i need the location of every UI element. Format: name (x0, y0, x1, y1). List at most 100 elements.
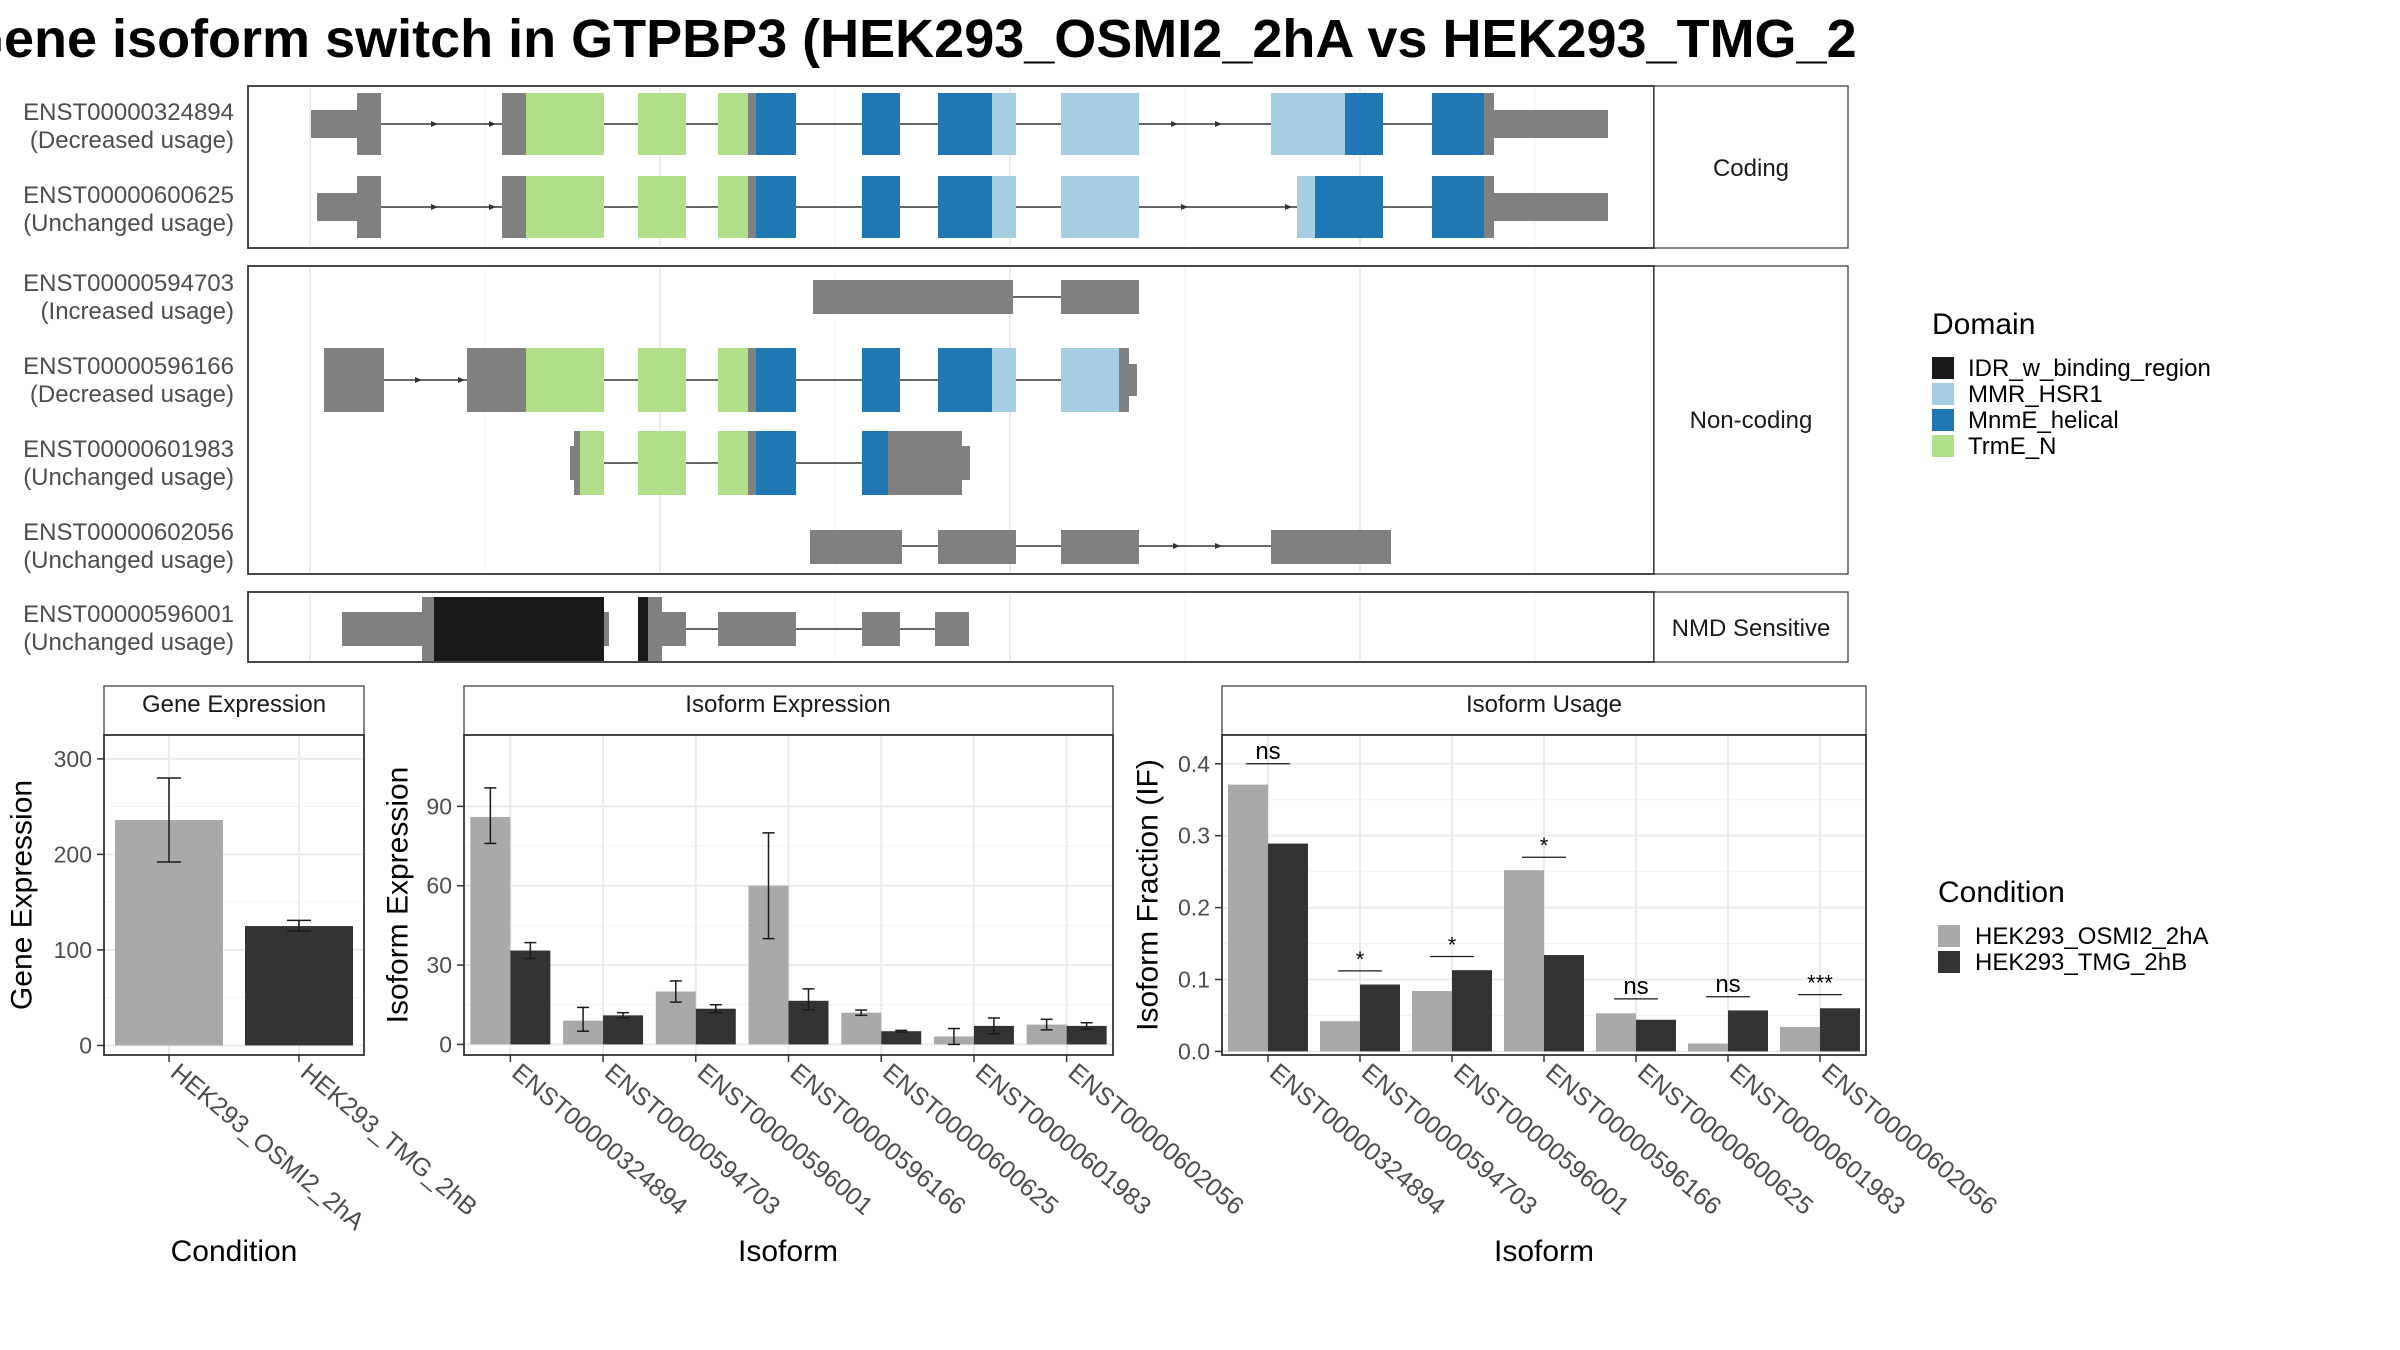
transcript-track-ENST00000596166 (324, 348, 1137, 412)
transcript-id-label: ENST00000596166 (23, 353, 234, 380)
transcript-track-ENST00000324894 (311, 93, 1608, 155)
x-tick-label: ENST00000602056 (1063, 1058, 1249, 1221)
bar (1360, 984, 1400, 1052)
significance-label: * (1356, 947, 1365, 972)
legend-label: MnmE_helical (1968, 407, 2119, 434)
bar (1412, 991, 1452, 1052)
usage-label: (Increased usage) (41, 298, 234, 325)
legend-key-TrmE_N (1932, 435, 1954, 457)
panel-strip (463, 685, 1114, 736)
y-axis-title: Isoform Fraction (IF) (1132, 759, 1165, 1031)
strip-coding (1653, 85, 1849, 249)
title-clip (1860, 0, 2400, 80)
panel-title: Gene Expression (142, 691, 326, 718)
x-tick-label: ENST00000324894 (507, 1058, 693, 1221)
bar (881, 1031, 922, 1045)
y-tick-label: 60 (426, 873, 452, 899)
y-axis-title: Gene Expression (6, 780, 39, 1010)
y-tick-label: 0 (439, 1031, 452, 1057)
bar (1544, 955, 1584, 1052)
strip-noncoding (1653, 265, 1849, 575)
legend-label: HEK293_TMG_2hB (1975, 949, 2187, 976)
transcript-track-ENST00000601983 (570, 431, 970, 495)
x-tick-label: ENST00000601983 (970, 1058, 1156, 1221)
y-axis-title: Isoform Expression (382, 767, 415, 1024)
plot-title: Gene isoform switch in GTPBP3 (HEK293_OS… (0, 9, 1947, 69)
bar (1728, 1010, 1768, 1052)
bar (1026, 1024, 1067, 1045)
bar (1268, 843, 1308, 1052)
transcript-id-label: ENST00000324894 (23, 99, 234, 126)
significance-label: *** (1807, 971, 1833, 996)
bar (1596, 1013, 1636, 1052)
usage-label: (Unchanged usage) (23, 210, 234, 237)
y-tick-label: 100 (54, 937, 92, 963)
significance-label: * (1540, 833, 1549, 858)
x-tick-label: ENST00000596166 (1540, 1058, 1726, 1221)
legend-key-cond-a (1938, 925, 1960, 947)
x-tick-label: ENST00000596001 (1448, 1058, 1634, 1221)
legend-key-IDR_w_binding_region (1932, 357, 1954, 379)
transcript-id-label: ENST00000602056 (23, 519, 234, 546)
usage-label: (Unchanged usage) (23, 629, 234, 656)
legend-label: IDR_w_binding_region (1968, 355, 2211, 382)
bar (245, 926, 353, 1046)
legend-label: MMR_HSR1 (1968, 381, 2103, 408)
x-tick-label: ENST00000324894 (1264, 1058, 1450, 1221)
legend-key-MMR_HSR1 (1932, 383, 1954, 405)
y-tick-label: 0.3 (1178, 823, 1210, 849)
legend-key-MnmE_helical (1932, 409, 1954, 431)
transcript-track-ENST00000600625 (317, 176, 1608, 238)
usage-label: (Unchanged usage) (23, 464, 234, 491)
panel-strip (103, 685, 365, 736)
significance-label: * (1448, 932, 1457, 957)
bar (1504, 870, 1544, 1052)
bar (973, 1025, 1014, 1045)
x-axis-title: Condition (171, 1235, 298, 1268)
y-tick-label: 0.2 (1178, 895, 1210, 921)
x-tick-label: ENST00000600625 (1632, 1058, 1818, 1221)
bar (1820, 1008, 1860, 1052)
strip-label-noncoding: Non-coding (1690, 407, 1813, 434)
bar (563, 1020, 604, 1045)
x-tick-label: ENST00000601983 (1724, 1058, 1910, 1221)
usage-label: (Unchanged usage) (23, 547, 234, 574)
bar (1636, 1019, 1676, 1052)
x-axis-title: Isoform (738, 1235, 838, 1268)
bar (1228, 784, 1268, 1052)
y-tick-label: 0.1 (1178, 966, 1210, 992)
bar (1066, 1025, 1107, 1045)
x-tick-label: ENST00000602056 (1816, 1058, 2002, 1221)
y-tick-label: 90 (426, 793, 452, 819)
bar (841, 1012, 882, 1045)
structure-gridlines (309, 88, 1536, 660)
transcript-id-label: ENST00000601983 (23, 436, 234, 463)
y-tick-label: 0.4 (1178, 751, 1210, 777)
y-tick-label: 300 (54, 746, 92, 772)
y-tick-label: 0.0 (1178, 1038, 1210, 1064)
bar (510, 950, 551, 1045)
panel-title: Isoform Usage (1466, 691, 1622, 718)
significance-label: ns (1623, 973, 1648, 1000)
usage-label: (Decreased usage) (30, 381, 234, 408)
transcript-id-label: ENST00000600625 (23, 182, 234, 209)
intron-arrows (415, 121, 1292, 549)
structure-panel: Coding Non-coding NMD Sensitive ENST0000… (23, 85, 1849, 663)
panel-strip (1221, 685, 1867, 736)
x-axis-title: Isoform (1494, 1235, 1594, 1268)
legend-key-cond-b (1938, 951, 1960, 973)
usage-label: (Decreased usage) (30, 127, 234, 154)
isoform-expression-chart: Isoform Expression 0 30 60 90 ENST00000324894… (382, 685, 1249, 1268)
x-tick-label: ENST00000596001 (692, 1058, 878, 1221)
x-tick-label: ENST00000600625 (877, 1058, 1063, 1221)
strip-label-nmd: NMD Sensitive (1672, 615, 1831, 642)
x-tick-label: ENST00000594703 (1356, 1058, 1542, 1221)
bar (695, 1008, 736, 1045)
strip-label-coding: Coding (1713, 155, 1789, 182)
panel-title: Isoform Expression (685, 691, 890, 718)
panel-border (103, 734, 365, 1056)
bar (470, 816, 511, 1045)
transcript-track-ENST00000602056 (810, 530, 1391, 564)
